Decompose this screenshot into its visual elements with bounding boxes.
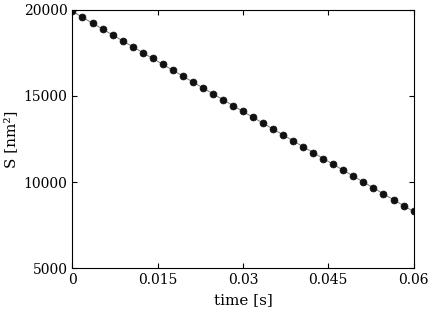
Y-axis label: S [nm²]: S [nm²] bbox=[4, 110, 18, 168]
X-axis label: time [s]: time [s] bbox=[213, 293, 272, 307]
